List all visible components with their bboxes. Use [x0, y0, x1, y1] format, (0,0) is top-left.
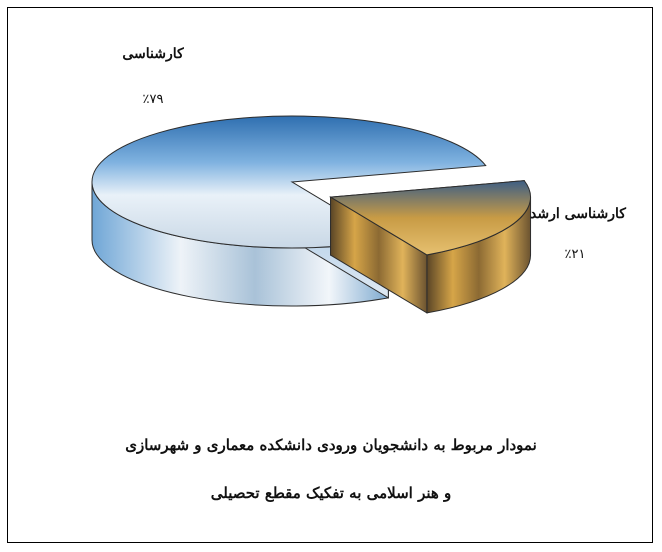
slice-bachelor-top: [91, 115, 487, 249]
slice-master-top: [328, 180, 531, 256]
caption-line-1: نمودار مربوط به دانشجویان ورودی دانشکده …: [125, 436, 537, 454]
caption-line-2: و هنر اسلامی به تفکیک مقطع تحصیلی: [210, 484, 452, 502]
chart-frame: [7, 7, 653, 543]
label-bachelor-percent: ٪۷۹: [142, 92, 164, 107]
label-master-name: کارشناسی ارشد: [530, 206, 626, 222]
label-bachelor-name: کارشناسی: [122, 46, 184, 62]
label-master-percent: ٪۲۱: [564, 247, 586, 262]
